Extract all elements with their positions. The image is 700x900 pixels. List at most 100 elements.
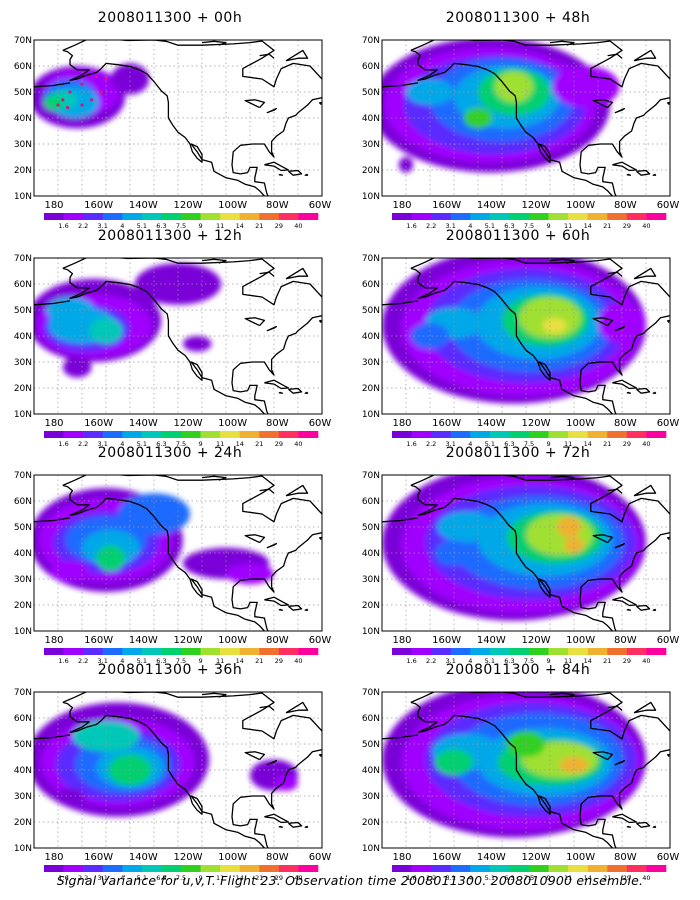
panel-title: 2008011300 + 60h [445,228,591,244]
colorbar-label: 11 [216,440,224,448]
variance-contour [564,537,584,553]
colorbar-label: 1.6 [58,222,68,230]
map-panel-0h: 2008011300 + 00h 70N 60N 50N 40N 30N 20N 10N 180… [0,10,340,230]
lon-label: 60W [657,200,680,211]
colorbar-label: 6.3 [504,440,514,448]
colorbar-label: 14 [236,874,244,882]
map-panel-24h: 2008011300 + 24h 70N 60N 50N 40N 30N 20N 10N 180… [0,445,340,665]
lat-label: 50N [362,88,380,98]
lon-label: 100W [218,852,247,863]
colorbar-swatch [548,213,569,220]
lat-label: 10N [362,192,380,202]
lat-label: 40N [362,114,380,124]
lon-label: 80W [614,418,637,429]
lon-label: 120W [522,852,551,863]
map-panel-36h: 2008011300 + 36h 70N 60N 50N 40N 30N 20N 10N 180… [0,662,340,882]
colorbar-label: 9 [199,874,203,882]
colorbar-label: 14 [584,874,592,882]
variance-contour [62,356,92,378]
variance-shading [34,702,298,817]
colorbar-label: 4 [468,440,472,448]
colorbar-swatch [63,431,84,438]
colorbar-label: 7.5 [524,222,534,230]
colorbar-swatch [44,865,64,872]
colorbar-swatch [450,648,471,655]
variance-contour [494,71,534,103]
colorbar-label: 21 [603,874,611,882]
colorbar-swatch [607,431,628,438]
colorbar-label: 7.5 [524,874,534,882]
colorbar-label: 7.5 [176,440,186,448]
dropsonde-point [99,90,103,94]
colorbar-swatch [509,213,530,220]
colorbar-swatch [239,648,260,655]
lat-label: 20N [14,166,32,176]
lat-label: 10N [14,844,32,854]
colorbar: 1.6 2.2 3.1 4 5.1 6.3 7.5 9 11 14 21 29 40 [392,648,667,665]
colorbar-swatch [646,431,667,438]
colorbar-label: 9 [199,222,203,230]
coastline [382,692,670,848]
lat-label: 40N [14,549,32,559]
variance-contour [110,63,150,95]
colorbar-swatch [489,648,510,655]
colorbar-label: 5.1 [485,657,495,665]
map-panel-60h: 2008011300 + 60h 70N 60N 50N 40N 30N 20N 10N 180… [348,228,688,448]
lat-label: 50N [14,740,32,750]
lat-label: 10N [362,410,380,420]
colorbar-swatch [607,865,628,872]
colorbar-swatch [587,865,608,872]
colorbar-label: 2.2 [426,440,436,448]
colorbar-label: 3.1 [98,874,108,882]
colorbar-swatch [239,213,260,220]
lon-label: 80W [614,200,637,211]
colorbar-label: 21 [255,874,263,882]
variance-contour [96,545,126,572]
colorbar-swatch [431,865,452,872]
lat-label: 60N [14,497,32,507]
colorbar-label: 1.6 [406,657,416,665]
lon-label: 140W [129,418,158,429]
colorbar-swatch [220,431,241,438]
colorbar-label: 40 [294,440,302,448]
colorbar-label: 6.3 [504,874,514,882]
lat-label: 40N [14,766,32,776]
coastline [34,40,322,196]
colorbar-label: 21 [603,657,611,665]
colorbar-swatch [259,648,280,655]
lat-label: 20N [362,384,380,394]
panel-title: 2008011300 + 12h [97,228,243,244]
colorbar-swatch [529,648,549,655]
colorbar-swatch [181,865,201,872]
colorbar-swatch [470,431,491,438]
colorbar-swatch [161,431,182,438]
colorbar-swatch [470,865,491,872]
graticule [34,258,322,414]
colorbar-swatch [44,648,64,655]
panel-title: 2008011300 + 36h [97,662,243,678]
colorbar-swatch [220,213,241,220]
colorbar-label: 21 [603,440,611,448]
lon-label: 80W [266,852,289,863]
dropsonde-point [104,77,108,81]
lon-label: 160W [84,418,113,429]
colorbar-label: 4 [468,222,472,230]
dropsonde-point [80,82,84,86]
lon-label: 60W [309,200,332,211]
lat-label: 30N [362,575,380,585]
colorbar-label: 5.1 [485,440,495,448]
lon-label: 100W [218,635,247,646]
colorbar-swatch [450,431,471,438]
flight-track [56,74,108,110]
colorbar-label: 40 [642,440,650,448]
colorbar-label: 1.6 [58,874,68,882]
colorbar: 1.6 2.2 3.1 4 5.1 6.3 7.5 9 11 14 21 29 40 [44,648,319,665]
colorbar-label: 29 [623,657,631,665]
lon-label: 100W [566,418,595,429]
colorbar-label: 5.1 [137,440,147,448]
lon-label: 160W [84,200,113,211]
colorbar-swatch [489,431,510,438]
colorbar-label: 4 [120,222,124,230]
lat-label: 60N [14,280,32,290]
colorbar-label: 7.5 [176,657,186,665]
